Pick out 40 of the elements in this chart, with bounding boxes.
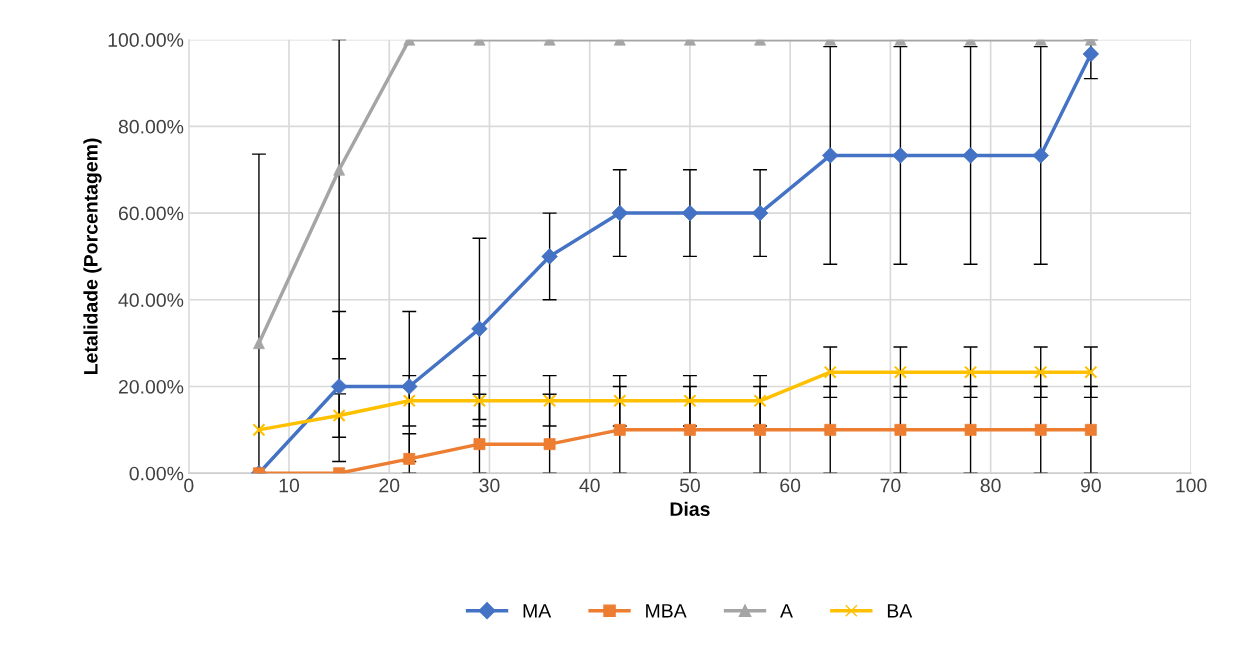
point [613, 394, 627, 408]
legend-label: MA [523, 604, 552, 618]
point [822, 147, 839, 164]
point [683, 394, 697, 408]
y-tick-label: 0.00% [129, 466, 184, 481]
point [543, 394, 557, 408]
point [401, 378, 418, 395]
point [893, 365, 908, 379]
point [1034, 365, 1048, 379]
legend-label: A [780, 604, 793, 618]
x-tick-label: 0 [184, 478, 194, 493]
x-tick-label: 30 [479, 478, 500, 493]
x-axis-title: Dias [670, 501, 710, 517]
x-tick-label: 80 [980, 478, 1001, 493]
point [1084, 365, 1098, 379]
point [611, 204, 628, 222]
y-tick-label: 60.00% [118, 206, 184, 221]
y-axis-title: Letalidade (Porcentagem) [83, 138, 102, 374]
x-tick-label: 10 [279, 478, 300, 493]
point [252, 423, 266, 437]
legend-label: MBA [646, 604, 687, 618]
x-tick-label: 70 [880, 478, 901, 493]
y-tick-label: 100.00% [108, 33, 184, 47]
x-tick-label: 60 [780, 478, 801, 493]
point [471, 320, 488, 338]
point [402, 394, 416, 408]
x-tick-label: 100 [1176, 478, 1207, 493]
y-tick-label: 40.00% [118, 293, 184, 308]
point [332, 408, 346, 423]
y-tick-label: 80.00% [118, 119, 184, 134]
point [963, 365, 978, 379]
point [753, 394, 767, 408]
point [823, 365, 837, 379]
x-tick-label: 40 [579, 478, 600, 493]
legend-label: BA [887, 604, 913, 618]
x-tick-label: 20 [379, 478, 400, 493]
x-tick-label: 50 [679, 478, 700, 493]
point [472, 394, 487, 408]
x-tick-label: 90 [1080, 478, 1101, 493]
y-tick-label: 20.00% [118, 379, 184, 394]
